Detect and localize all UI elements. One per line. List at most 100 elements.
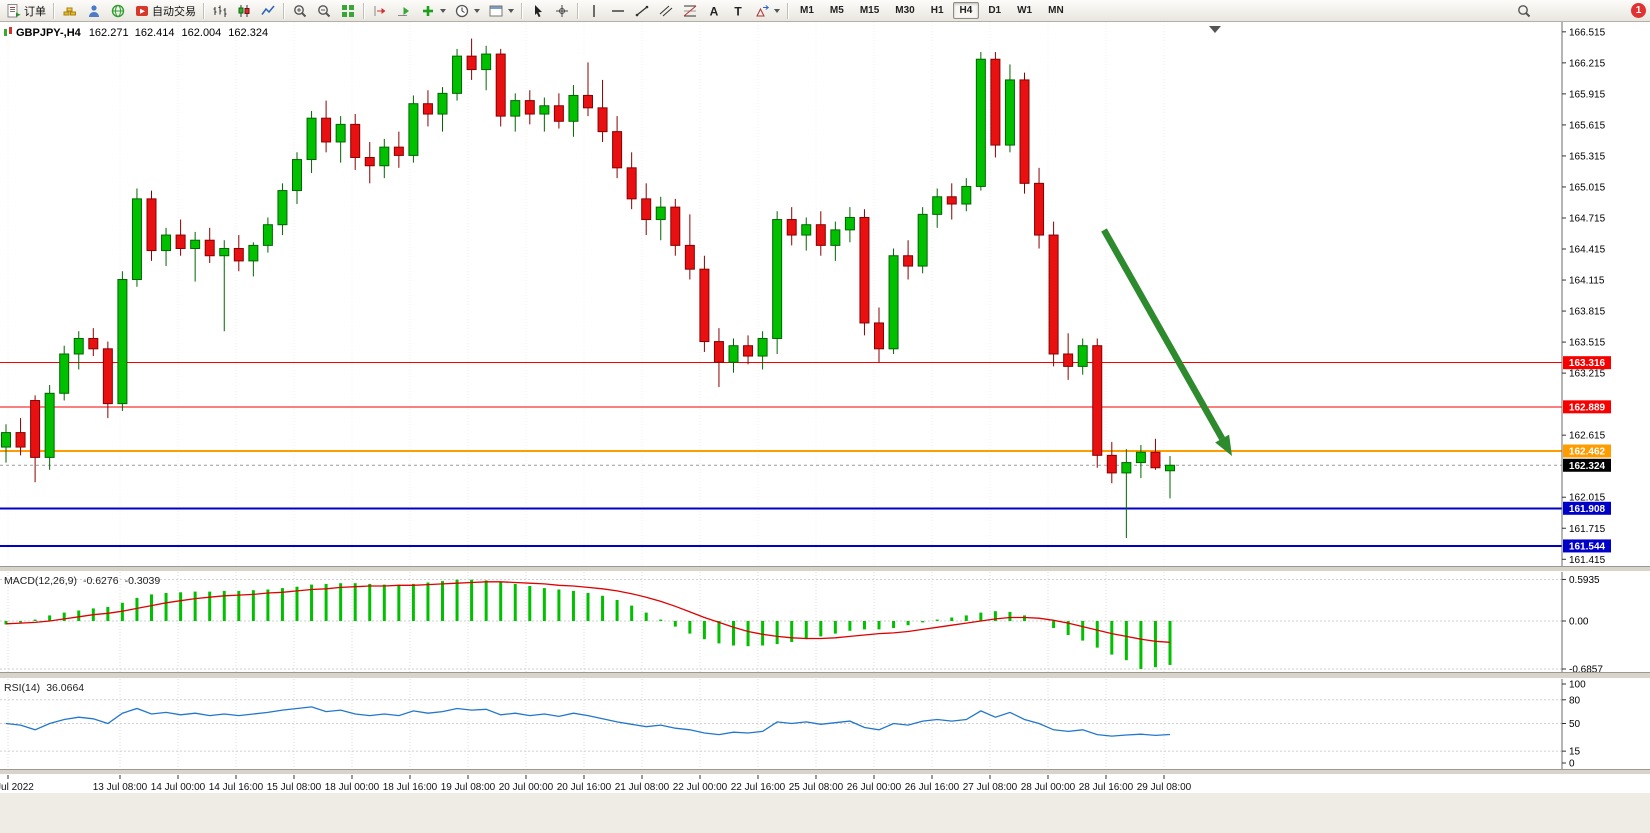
label-tool[interactable]: T	[727, 1, 749, 20]
candle-body	[1121, 462, 1132, 474]
price-badge-161.544: 161.544	[1563, 539, 1611, 553]
candlestick-mode[interactable]	[233, 1, 255, 20]
search-icon	[1516, 3, 1532, 19]
tile-windows[interactable]	[337, 1, 359, 20]
time-axis-label[interactable]: 19 Jul 08:00	[441, 782, 496, 793]
channel-tool[interactable]	[655, 1, 677, 20]
candle-body	[262, 224, 273, 246]
periods[interactable]	[451, 1, 483, 20]
candle-body	[408, 103, 419, 156]
panel-splitter[interactable]	[0, 566, 1650, 572]
timeframe-m15[interactable]: M15	[859, 5, 880, 16]
candle-body	[553, 105, 564, 122]
vertical-line-tool[interactable]	[583, 1, 605, 20]
candle-body	[437, 92, 448, 115]
auto-trading[interactable]: 自动交易	[131, 1, 199, 20]
candle-body	[961, 185, 972, 205]
macd-signal-line	[5, 581, 1171, 643]
bar-chart-mode[interactable]	[209, 1, 231, 20]
rsi-axis-label: 15	[1569, 747, 1581, 758]
time-axis-label[interactable]: 20 Jul 16:00	[557, 782, 612, 793]
text-tool[interactable]: A	[703, 1, 725, 20]
time-axis-label[interactable]: 18 Jul 00:00	[325, 782, 380, 793]
candle-body	[1165, 464, 1175, 472]
time-axis-label[interactable]: 14 Jul 00:00	[151, 782, 206, 793]
price-tick-label: 165.615	[1569, 120, 1606, 131]
market-watch[interactable]	[59, 1, 81, 20]
bars-icon	[212, 3, 228, 19]
candle-body	[131, 198, 142, 281]
time-axis-label[interactable]: 22 Jul 16:00	[731, 782, 786, 793]
candle-body	[204, 239, 215, 257]
macd-label-part: MACD(12,26,9)	[4, 575, 77, 587]
toolbar-separator	[283, 2, 285, 19]
time-axis-label[interactable]: 22 Jul 00:00	[673, 782, 728, 793]
templates[interactable]	[485, 1, 517, 20]
candle-body	[248, 244, 259, 262]
zoom-in[interactable]	[289, 1, 311, 20]
auto-scroll[interactable]	[393, 1, 415, 20]
timeframe-m5[interactable]: M5	[829, 5, 844, 16]
candle-body	[699, 268, 710, 343]
timeframe-m30[interactable]: M30	[895, 5, 915, 16]
shapes-tool[interactable]	[751, 1, 783, 20]
fibonacci-tool[interactable]	[679, 1, 701, 20]
time-axis-label[interactable]: 18 Jul 16:00	[383, 782, 438, 793]
trend-arrow-annotation[interactable]	[1101, 228, 1232, 456]
panel-splitter[interactable]	[0, 672, 1650, 679]
candle-body	[452, 55, 463, 94]
cursor-mode[interactable]	[527, 1, 549, 20]
horizontal-line-tool[interactable]	[607, 1, 629, 20]
timeframe-d1[interactable]: D1	[988, 5, 1002, 16]
candle-body	[713, 341, 724, 363]
candle-body	[743, 345, 754, 357]
time-axis-label[interactable]: 26 Jul 00:00	[847, 782, 902, 793]
add-indicator[interactable]	[417, 1, 449, 20]
timeframe-mn[interactable]: MN	[1048, 5, 1064, 16]
timeframe-h1[interactable]: H1	[930, 5, 944, 16]
time-axis-label[interactable]: 21 Jul 08:00	[615, 782, 670, 793]
shift-marker[interactable]	[1209, 26, 1221, 33]
time-axis-label[interactable]: 14 Jul 16:00	[209, 782, 264, 793]
chevron-down-icon	[508, 8, 514, 13]
time-axis-label[interactable]: 15 Jul 08:00	[267, 782, 322, 793]
search[interactable]	[1513, 1, 1535, 20]
svg-text:162.462: 162.462	[1569, 446, 1606, 457]
chart-shift[interactable]	[369, 1, 391, 20]
trendline-tool[interactable]	[631, 1, 653, 20]
macd-axis-label: 0.5935	[1569, 575, 1600, 586]
time-axis-label[interactable]: 13 Jul 08:00	[93, 782, 148, 793]
time-axis-label[interactable]: 12 Jul 2022	[0, 782, 34, 793]
new-order[interactable]: 订单	[3, 1, 49, 20]
candle-body	[292, 159, 302, 192]
line-chart-mode[interactable]	[257, 1, 279, 20]
crosshair-mode[interactable]	[551, 1, 573, 20]
toolbar-separator	[203, 2, 205, 19]
history-center[interactable]	[107, 1, 129, 20]
timeframe-w1[interactable]: W1	[1017, 5, 1033, 16]
macd-axis-label: -0.6857	[1569, 664, 1603, 675]
time-axis-label[interactable]: 28 Jul 00:00	[1021, 782, 1076, 793]
rsi-line	[5, 706, 1171, 737]
zoom-out[interactable]	[313, 1, 335, 20]
candle-body	[422, 103, 433, 115]
time-axis-label[interactable]: 20 Jul 00:00	[499, 782, 554, 793]
candle-body	[510, 100, 521, 117]
chart-title: GBPJPY-,H4 162.271 162.414 162.004 162.324	[4, 27, 268, 39]
time-axis-label[interactable]: 25 Jul 08:00	[789, 782, 844, 793]
timeframe-h4[interactable]: H4	[952, 2, 980, 19]
time-axis-label[interactable]: 26 Jul 16:00	[905, 782, 960, 793]
notification-badge[interactable]: 1	[1631, 3, 1646, 18]
candle-body	[888, 255, 899, 350]
time-axis-label[interactable]: 28 Jul 16:00	[1079, 782, 1134, 793]
time-axis-label[interactable]: 27 Jul 08:00	[963, 782, 1018, 793]
timeframe-m1[interactable]: M1	[800, 5, 814, 16]
price-tick-label: 165.915	[1569, 89, 1606, 100]
toolbar-separator	[577, 2, 579, 19]
panel-splitter[interactable]	[0, 769, 1650, 775]
time-axis-label[interactable]: 29 Jul 08:00	[1137, 782, 1192, 793]
navigator[interactable]	[83, 1, 105, 20]
candle-body	[277, 190, 288, 226]
rsi-axis-label: 80	[1569, 695, 1581, 706]
candle-body	[772, 219, 783, 339]
